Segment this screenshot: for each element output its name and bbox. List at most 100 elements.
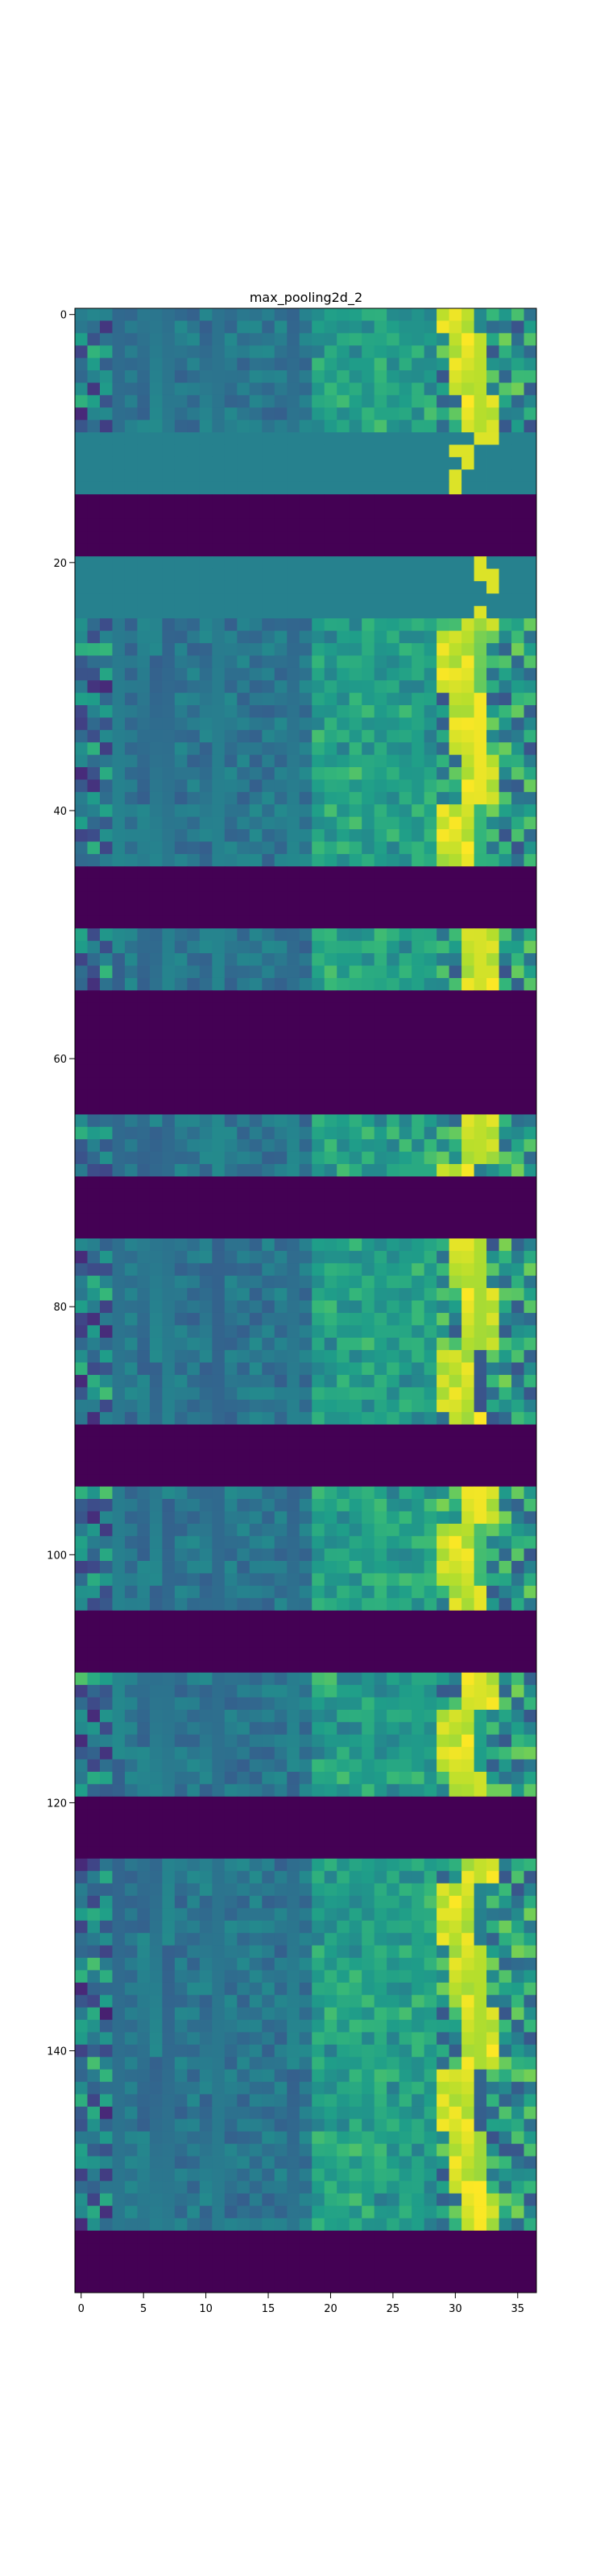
heatmap-cell [149,531,163,545]
heatmap-cell [162,829,176,842]
heatmap-cell [99,481,113,495]
heatmap-cell [499,1771,512,1785]
heatmap-cell [112,1312,126,1326]
heatmap-cell [437,1734,449,1748]
heatmap-cell [437,829,449,842]
heatmap-cell [75,1064,88,1078]
heatmap-cell [312,990,325,1004]
heatmap-cell [387,630,400,644]
heatmap-cell [199,680,213,693]
heatmap-cell [312,1958,325,1971]
heatmap-cell [399,903,412,917]
heatmap-cell [212,729,226,743]
heatmap-cell [287,1883,300,1897]
heatmap-cell [287,767,300,780]
heatmap-cell [449,1288,462,1301]
heatmap-cell [124,580,138,594]
heatmap-cell [112,680,126,693]
heatmap-cell [224,1933,238,1946]
heatmap-cell [437,754,449,768]
heatmap-cell [224,1722,238,1736]
heatmap-cell [349,382,362,396]
heatmap-cell [99,1424,113,1438]
heatmap-cell [299,928,312,942]
heatmap-cell [149,432,163,445]
heatmap-cell [137,1623,151,1636]
heatmap-cell [362,1275,375,1289]
heatmap-cell [274,1920,288,1934]
heatmap-cell [524,605,537,619]
heatmap-cell [287,1672,300,1686]
heatmap-cell [124,1623,138,1636]
heatmap-cell [99,1709,113,1723]
heatmap-cell [99,1933,113,1946]
heatmap-cell [461,1511,474,1525]
heatmap-cell [412,816,425,830]
heatmap-cell [262,1312,275,1326]
heatmap-cell [312,928,325,942]
heatmap-cell [312,494,325,507]
heatmap-cell [474,928,487,942]
heatmap-cell [362,1126,375,1140]
heatmap-cell [249,1325,263,1339]
heatmap-cell [524,1412,537,1425]
heatmap-cell [87,1089,101,1103]
heatmap-cell [449,518,462,532]
heatmap-cell [412,543,425,557]
heatmap-cell [524,1833,537,1847]
heatmap-cell [349,1176,362,1190]
heatmap-cell [199,568,213,582]
heatmap-cell [262,1102,275,1115]
heatmap-cell [524,804,537,818]
heatmap-cell [212,308,226,321]
heatmap-cell [299,791,312,805]
heatmap-cell [174,767,188,780]
heatmap-cell [499,1387,512,1401]
heatmap-cell [262,1188,275,1202]
heatmap-cell [124,717,138,731]
heatmap-cell [524,1263,537,1277]
heatmap-cell [249,1945,263,1959]
heatmap-cell [162,903,176,917]
heatmap-cell [437,1201,449,1215]
heatmap-cell [524,841,537,855]
heatmap-cell [149,1523,163,1537]
heatmap-cell [312,320,325,334]
heatmap-cell [249,1176,263,1190]
heatmap-cell [474,1734,487,1748]
heatmap-cell [349,841,362,855]
heatmap-cell [287,1896,300,1909]
heatmap-cell [224,1883,238,1897]
heatmap-cell [499,444,512,458]
heatmap-cell [199,804,213,818]
heatmap-cell [387,1238,400,1252]
heatmap-cell [449,469,462,483]
heatmap-cell [486,618,499,631]
heatmap-cell [374,1312,387,1326]
heatmap-cell [312,1201,325,1215]
heatmap-cell [374,667,387,681]
heatmap-cell [112,1598,126,1612]
heatmap-cell [287,1722,300,1736]
heatmap-cell [237,1610,250,1624]
heatmap-cell [75,754,88,768]
heatmap-cell [249,1610,263,1624]
heatmap-cell [399,692,412,706]
heatmap-cell [274,481,288,495]
heatmap-cell [486,1374,499,1388]
heatmap-cell [399,655,412,669]
heatmap-cell [374,891,387,904]
heatmap-cell [112,1325,126,1339]
heatmap-cell [486,568,499,582]
heatmap-cell [224,1238,238,1252]
heatmap-cell [486,1796,499,1810]
heatmap-cell [337,915,350,929]
heatmap-cell [112,1474,126,1487]
heatmap-cell [187,1089,201,1103]
heatmap-cell [324,990,337,1004]
heatmap-cell [511,568,524,582]
heatmap-cell [174,370,188,383]
heatmap-cell [212,1585,226,1599]
heatmap-cell [524,1970,537,1984]
heatmap-cell [474,1052,487,1066]
